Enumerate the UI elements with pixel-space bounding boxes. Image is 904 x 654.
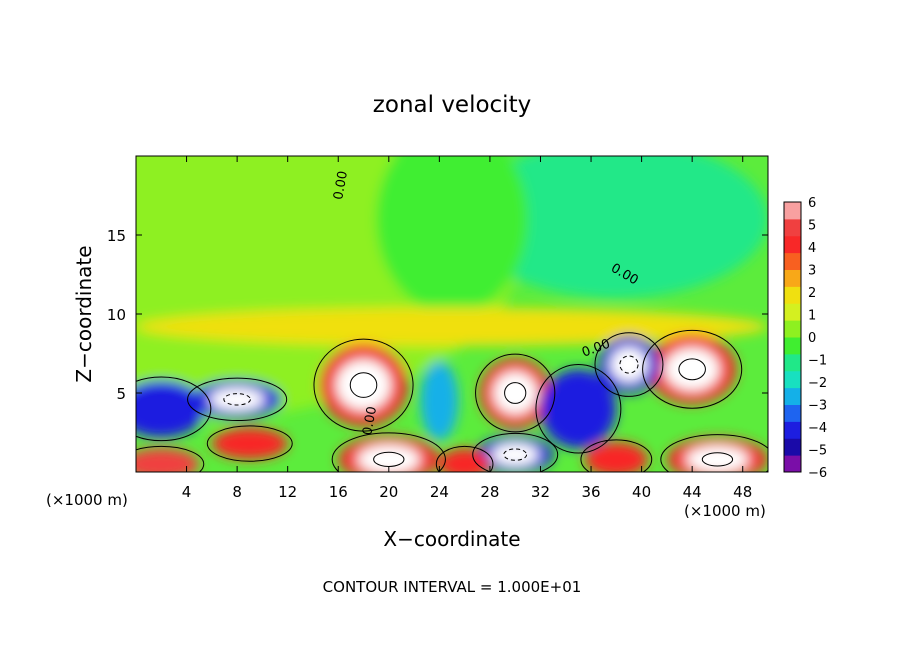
x-tick-label: 48 xyxy=(733,483,752,501)
x-tick-label: 40 xyxy=(632,483,651,501)
field-region-core xyxy=(664,347,720,391)
field-region-core xyxy=(336,359,391,411)
colorbar-tick-label: −6 xyxy=(808,466,827,481)
x-tick-label: 44 xyxy=(683,483,702,501)
contour-line-inner xyxy=(619,355,639,374)
field-region xyxy=(211,427,288,460)
field-region-core xyxy=(493,371,538,415)
colorbar-swatch xyxy=(784,218,801,237)
colorbar-tick-label: 4 xyxy=(808,241,816,256)
x-tick-label: 16 xyxy=(329,483,348,501)
x-unit-left: (×1000 m) xyxy=(46,491,128,509)
y-axis: 5 10 15 xyxy=(107,227,768,403)
contour-line xyxy=(535,364,622,454)
colorbar-swatch xyxy=(784,455,801,473)
contour-line xyxy=(136,376,212,442)
field-region-core xyxy=(686,445,749,472)
contour-line-inner xyxy=(701,452,734,467)
contour-label: 0.00 xyxy=(331,170,351,201)
contour-line-inner xyxy=(223,393,251,406)
colorbar-tick-label: −2 xyxy=(808,376,827,391)
contour-line xyxy=(435,445,494,472)
colorbar: 6 5 4 3 2 1 0 −1 −2 −3 −4 −5 −6 xyxy=(783,196,827,481)
y-tick-label: 5 xyxy=(116,385,126,403)
field-region xyxy=(376,156,528,314)
colorbar-swatch xyxy=(784,387,801,405)
contour-line xyxy=(472,432,559,472)
contour-line xyxy=(206,425,293,462)
x-axis: 4 8 12 16 20 24 28 32 36 40 44 48 xyxy=(182,156,752,501)
colorbar-tick-label: −4 xyxy=(808,421,827,436)
contour-line xyxy=(580,439,653,472)
field-region xyxy=(584,441,648,472)
field-region-core xyxy=(491,442,539,467)
field-region xyxy=(136,307,768,346)
colorbar-swatch xyxy=(784,286,801,304)
x-tick-label: 8 xyxy=(232,483,242,501)
colorbar-tick-label: 6 xyxy=(808,196,816,211)
chart-title: zonal velocity xyxy=(373,92,531,118)
y-tick-label: 10 xyxy=(107,306,126,324)
colorbar-swatch xyxy=(784,404,801,422)
contour-label: 0.00 xyxy=(360,405,380,436)
x-unit-right: (×1000 m) xyxy=(684,502,766,520)
x-axis-label: X−coordinate xyxy=(383,527,520,551)
colorbar-swatch xyxy=(784,269,801,287)
x-tick-label: 36 xyxy=(581,483,600,501)
contour-line-inner xyxy=(504,382,527,404)
contour-line xyxy=(660,434,768,472)
colorbar-swatch xyxy=(784,303,801,321)
colorbar-swatch xyxy=(784,337,801,355)
field-region xyxy=(464,156,768,299)
contour-line xyxy=(331,432,446,472)
field-region-core xyxy=(209,387,265,412)
field-region xyxy=(136,380,206,438)
colorbar-swatch xyxy=(784,353,801,372)
x-tick-label: 32 xyxy=(531,483,550,501)
contour-line-inner xyxy=(349,372,378,398)
field-region xyxy=(136,448,200,472)
colorbar-tick-label: 5 xyxy=(808,219,816,234)
field-region xyxy=(540,369,617,449)
colorbar-swatch xyxy=(784,252,801,270)
x-tick-label: 28 xyxy=(480,483,499,501)
colorbar-tick-label: −1 xyxy=(808,354,827,369)
field-region xyxy=(420,361,459,441)
colorbar-swatch xyxy=(784,438,801,456)
y-axis-label: Z−coordinate xyxy=(72,245,96,382)
y-tick-label: 15 xyxy=(107,227,126,245)
field-region-core xyxy=(610,346,648,383)
x-tick-label: 4 xyxy=(182,483,192,501)
contour-line xyxy=(475,353,556,433)
contour-line xyxy=(642,329,743,409)
colorbar-swatch xyxy=(784,421,801,439)
field-region-core xyxy=(357,444,421,472)
colorbar-tick-label: 2 xyxy=(808,286,816,301)
x-tick-label: 12 xyxy=(278,483,297,501)
contour-line-inner xyxy=(503,448,528,461)
contour-line xyxy=(187,377,288,422)
colorbar-tick-label: −3 xyxy=(808,399,827,414)
colorbar-swatch xyxy=(784,235,801,254)
x-tick-label: 20 xyxy=(379,483,398,501)
contour-line xyxy=(313,338,414,432)
contour-line xyxy=(136,445,205,472)
colorbar-swatch xyxy=(784,320,801,338)
colorbar-swatch xyxy=(784,202,801,220)
contour-line-inner xyxy=(678,358,706,381)
contour-line xyxy=(594,332,664,397)
colorbar-tick-label: 0 xyxy=(808,331,816,346)
colorbar-tick-label: 1 xyxy=(808,309,816,324)
field-region xyxy=(439,448,490,472)
colorbar-frame xyxy=(783,201,802,473)
colorbar-swatch xyxy=(784,370,801,389)
velocity-field xyxy=(136,156,768,472)
colorbar-tick-label: 3 xyxy=(808,264,816,279)
contour-interval-footer: CONTOUR INTERVAL = 1.000E+01 xyxy=(323,578,582,596)
colorbar-tick-label: −5 xyxy=(808,444,827,459)
x-tick-label: 24 xyxy=(430,483,449,501)
